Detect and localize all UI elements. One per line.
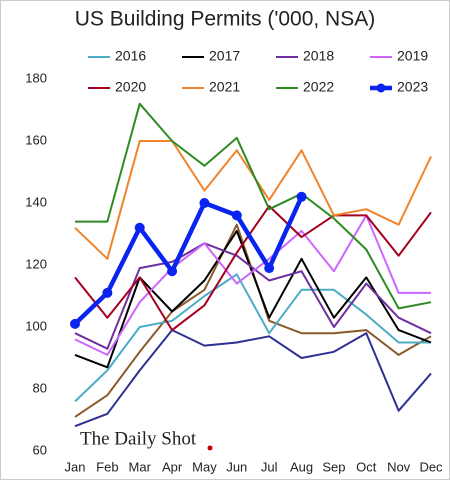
marker [231, 210, 242, 221]
legend-label: 2018 [303, 48, 334, 64]
legend-label: 2021 [209, 79, 240, 95]
legend-label: 2019 [397, 48, 428, 64]
series-line [73, 195, 304, 326]
legend-marker [376, 83, 386, 93]
x-tick-label: Jan [65, 459, 86, 474]
legend-label: 2016 [115, 48, 146, 64]
x-tick-label: Oct [356, 459, 377, 474]
y-tick-label: 120 [25, 256, 47, 271]
x-tick-label: Sep [322, 459, 345, 474]
watermark-dot [207, 445, 213, 451]
y-tick-label: 140 [25, 194, 47, 209]
chart-title: US Building Permits ('000, NSA) [75, 8, 375, 31]
legend-label: 2017 [209, 48, 240, 64]
y-tick-label: 60 [33, 442, 47, 457]
x-tick-label: May [192, 459, 217, 474]
legend-label: 2023 [397, 79, 428, 95]
marker [70, 318, 80, 329]
x-tick-label: Jun [226, 459, 247, 474]
marker [264, 263, 275, 274]
marker [296, 191, 307, 202]
series-line [74, 273, 431, 403]
x-tick-label: Nov [387, 459, 411, 474]
x-tick-label: Dec [419, 459, 443, 474]
x-tick-label: Feb [96, 459, 118, 474]
x-tick-label: Mar [129, 459, 152, 474]
x-tick-label: Apr [162, 459, 183, 474]
marker [102, 287, 113, 298]
y-tick-label: 100 [25, 318, 47, 333]
series-line [74, 242, 432, 350]
watermark: The Daily Shot [80, 428, 197, 449]
legend-label: 2022 [303, 79, 334, 95]
series-line [74, 329, 432, 428]
marker [134, 222, 145, 233]
y-tick-label: 80 [33, 380, 47, 395]
series-line [74, 229, 432, 369]
y-tick-label: 180 [25, 70, 47, 85]
x-tick-label: Aug [290, 459, 313, 474]
series-line [75, 102, 432, 310]
marker [199, 198, 210, 208]
legend-label: 2020 [115, 79, 146, 95]
y-tick-label: 160 [25, 132, 47, 147]
series-line [74, 214, 431, 356]
x-tick-label: Jul [261, 459, 278, 474]
series-line [74, 205, 432, 332]
marker [167, 266, 178, 277]
